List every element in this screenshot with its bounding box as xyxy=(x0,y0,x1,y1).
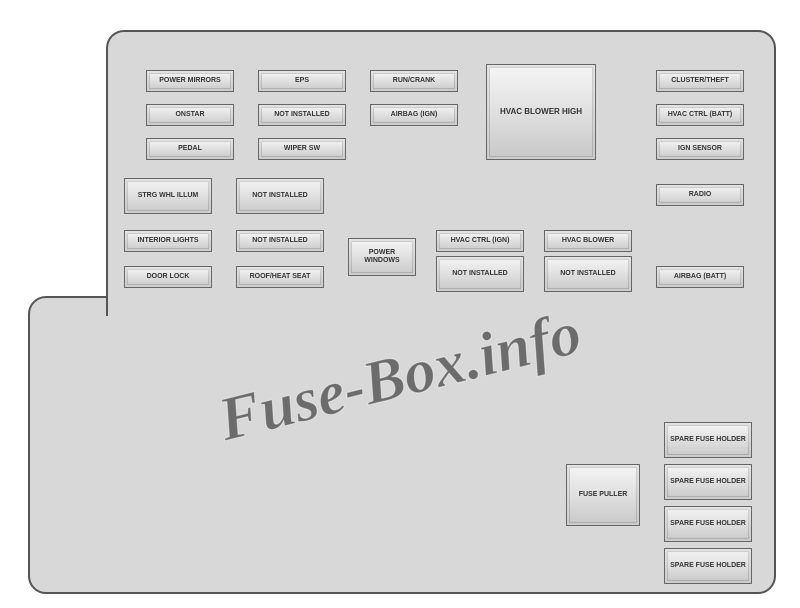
fuse-power-windows: POWER WINDOWS xyxy=(348,238,416,276)
fuse-spare-1: SPARE FUSE HOLDER xyxy=(664,422,752,458)
fuse-hvac-ctrl-ign: HVAC CTRL (IGN) xyxy=(436,230,524,252)
fuse-not-installed-2: NOT INSTALLED xyxy=(236,178,324,214)
fuse-power-mirrors: POWER MIRRORS xyxy=(146,70,234,92)
fuse-puller: FUSE PULLER xyxy=(566,464,640,526)
fuse-hvac-blower-high: HVAC BLOWER HIGH xyxy=(486,64,596,160)
fuse-airbag-batt: AIRBAG (BATT) xyxy=(656,266,744,288)
fuse-door-lock: DOOR LOCK xyxy=(124,266,212,288)
fuse-spare-2: SPARE FUSE HOLDER xyxy=(664,464,752,500)
fuse-cluster-theft: CLUSTER/THEFT xyxy=(656,70,744,92)
fuse-spare-4: SPARE FUSE HOLDER xyxy=(664,548,752,584)
panel-join xyxy=(108,296,774,318)
fuse-wiper-sw: WIPER SW xyxy=(258,138,346,160)
fuse-spare-3: SPARE FUSE HOLDER xyxy=(664,506,752,542)
fuse-not-installed-4: NOT INSTALLED xyxy=(436,256,524,292)
fuse-hvac-ctrl-batt: HVAC CTRL (BATT) xyxy=(656,104,744,126)
fuse-radio: RADIO xyxy=(656,184,744,206)
fuse-ign-sensor: IGN SENSOR xyxy=(656,138,744,160)
fuse-hvac-blower: HVAC BLOWER xyxy=(544,230,632,252)
fuse-eps: EPS xyxy=(258,70,346,92)
fuse-strg-whl-illum: STRG WHL ILLUM xyxy=(124,178,212,214)
fuse-not-installed-5: NOT INSTALLED xyxy=(544,256,632,292)
fuse-pedal: PEDAL xyxy=(146,138,234,160)
fuse-airbag-ign: AIRBAG (IGN) xyxy=(370,104,458,126)
fuse-not-installed-1: NOT INSTALLED xyxy=(258,104,346,126)
fuse-not-installed-3: NOT INSTALLED xyxy=(236,230,324,252)
fuse-interior-lights: INTERIOR LIGHTS xyxy=(124,230,212,252)
fuse-run-crank: RUN/CRANK xyxy=(370,70,458,92)
fuse-onstar: ONSTAR xyxy=(146,104,234,126)
fuse-roof-heat-seat: ROOF/HEAT SEAT xyxy=(236,266,324,288)
